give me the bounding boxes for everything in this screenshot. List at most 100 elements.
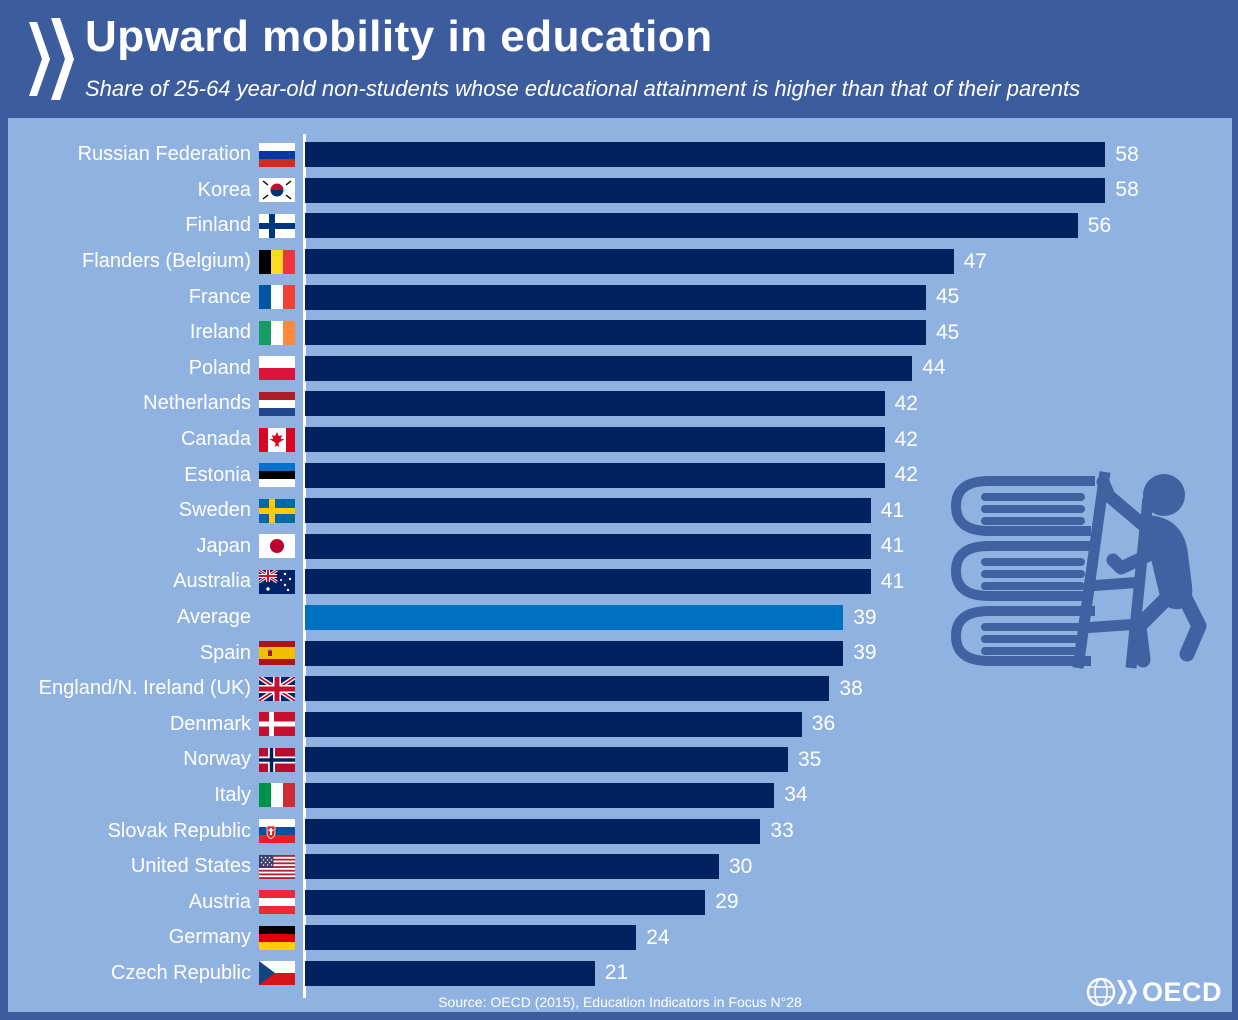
bar-row-estonia: Estonia 42	[8, 457, 1232, 493]
bar-row-united-states: United States 30	[8, 849, 1232, 885]
bar-value-italy: 34	[784, 783, 808, 807]
bar-value-poland: 44	[922, 356, 946, 380]
page-subtitle: Share of 25-64 year-old non-students who…	[85, 76, 1081, 101]
bar-russian-federation	[305, 142, 1106, 168]
bar-row-denmark: Denmark 36	[8, 707, 1232, 743]
bar-row-norway: Norway 35	[8, 742, 1232, 778]
flag-russian-federation-icon	[259, 142, 295, 167]
bar-zone-denmark: 36	[305, 711, 1232, 737]
flag-canada-icon	[259, 427, 295, 452]
bar-value-germany: 24	[646, 925, 670, 949]
bar-france	[305, 284, 926, 310]
bar-row-france: France 45	[8, 279, 1232, 315]
bar-row-ireland: Ireland 45	[8, 315, 1232, 351]
source-note: Source: OECD (2015), Education Indicator…	[438, 994, 802, 1010]
bar-zone-sweden: 41	[305, 498, 1232, 524]
category-label-norway: Norway	[183, 748, 251, 771]
category-label-denmark: Denmark	[169, 712, 251, 735]
bar-row-canada: Canada 42	[8, 422, 1232, 458]
bar-zone-italy: 34	[305, 782, 1232, 808]
bar-australia	[305, 569, 871, 595]
flag-korea-icon	[259, 178, 295, 203]
bar-value-finland: 56	[1087, 213, 1112, 237]
category-label-finland: Finland	[185, 214, 251, 237]
bar-austria	[305, 889, 706, 915]
bar-row-korea: Korea 58	[8, 173, 1232, 209]
category-label-spain: Spain	[199, 641, 251, 664]
category-label-australia: Australia	[173, 570, 251, 593]
category-label-germany: Germany	[168, 926, 251, 949]
category-label-austria: Austria	[188, 890, 251, 913]
bar-row-australia: Australia 41	[8, 564, 1232, 600]
category-label-united-states: United States	[130, 855, 251, 878]
bar-value-united-states: 30	[729, 854, 753, 878]
category-label-estonia: Estonia	[184, 463, 251, 486]
flag-england-n-ireland-uk-icon	[259, 676, 295, 701]
bar-zone-estonia: 42	[305, 462, 1232, 488]
bar-zone-england-n-ireland-uk: 38	[305, 676, 1232, 702]
category-label-slovak-republic: Slovak Republic	[107, 819, 251, 842]
flag-australia-icon	[259, 569, 295, 594]
bar-ireland	[305, 320, 926, 346]
bar-canada	[305, 427, 885, 453]
bar-value-slovak-republic: 33	[770, 819, 794, 843]
oecd-double-chevron-icon	[29, 18, 74, 100]
bar-zone-france: 45	[305, 284, 1232, 310]
bar-zone-finland: 56	[305, 213, 1232, 239]
category-label-czech-republic: Czech Republic	[110, 961, 251, 984]
bar-zone-japan: 41	[305, 533, 1232, 559]
category-label-italy: Italy	[214, 783, 251, 806]
category-label-ireland: Ireland	[189, 321, 251, 344]
oecd-globe-icon	[1086, 977, 1116, 1007]
bar-average	[305, 605, 844, 631]
flag-denmark-icon	[259, 712, 295, 737]
category-label-sweden: Sweden	[178, 499, 251, 522]
flag-estonia-icon	[259, 463, 295, 488]
category-label-korea: Korea	[197, 178, 251, 201]
bar-zone-netherlands: 42	[305, 391, 1232, 417]
bar-estonia	[305, 462, 885, 488]
flag-sweden-icon	[259, 498, 295, 523]
books-ladder-climber-icon	[950, 471, 1207, 669]
bar-zone-spain: 39	[305, 640, 1232, 666]
bar-row-poland: Poland 44	[8, 351, 1232, 387]
bar-korea	[305, 177, 1106, 203]
oecd-brand: OECD	[1085, 976, 1222, 1008]
bar-zone-poland: 44	[305, 355, 1232, 381]
bar-row-italy: Italy 34	[8, 778, 1232, 814]
bar-england-n-ireland-uk	[305, 676, 830, 702]
flag-finland-icon	[259, 213, 295, 238]
bar-zone-average: 39	[305, 605, 1232, 631]
bar-row-finland: Finland 56	[8, 208, 1232, 244]
flag-netherlands-icon	[259, 391, 295, 416]
bar-value-france: 45	[936, 285, 960, 309]
flag-czech-republic-icon	[259, 961, 295, 986]
bar-netherlands	[305, 391, 885, 417]
bar-chart: Russian Federation 58 Korea 58 Finland 56 Flan…	[8, 118, 1232, 1012]
bar-zone-russian-federation: 58	[305, 142, 1232, 168]
bar-value-flanders-belgium: 47	[963, 249, 987, 273]
bar-zone-flanders-belgium: 47	[305, 249, 1232, 275]
category-label-england-n-ireland-uk: England/N. Ireland (UK)	[38, 677, 251, 700]
bar-value-average: 39	[853, 605, 877, 629]
bar-row-czech-republic: Czech Republic 21	[8, 956, 1232, 992]
oecd-chevrons-icon	[1116, 980, 1137, 1004]
flag-germany-icon	[259, 925, 295, 950]
flag-japan-icon	[259, 534, 295, 559]
bar-zone-australia: 41	[305, 569, 1232, 595]
bar-row-austria: Austria 29	[8, 884, 1232, 920]
bar-row-japan: Japan 41	[8, 529, 1232, 565]
bar-spain	[305, 640, 844, 666]
oecd-brand-text: OECD	[1141, 976, 1222, 1007]
bar-zone-united-states: 30	[305, 854, 1232, 880]
bar-united-states	[305, 854, 719, 880]
bar-value-australia: 41	[880, 569, 905, 593]
category-label-russian-federation: Russian Federation	[77, 143, 251, 166]
bar-italy	[305, 782, 775, 808]
bar-zone-czech-republic: 21	[305, 960, 1232, 986]
flag-spain-icon	[259, 641, 295, 666]
bar-zone-ireland: 45	[305, 320, 1232, 346]
bar-zone-germany: 24	[305, 925, 1232, 951]
bar-value-ireland: 45	[936, 320, 960, 344]
flag-norway-icon	[259, 747, 295, 772]
